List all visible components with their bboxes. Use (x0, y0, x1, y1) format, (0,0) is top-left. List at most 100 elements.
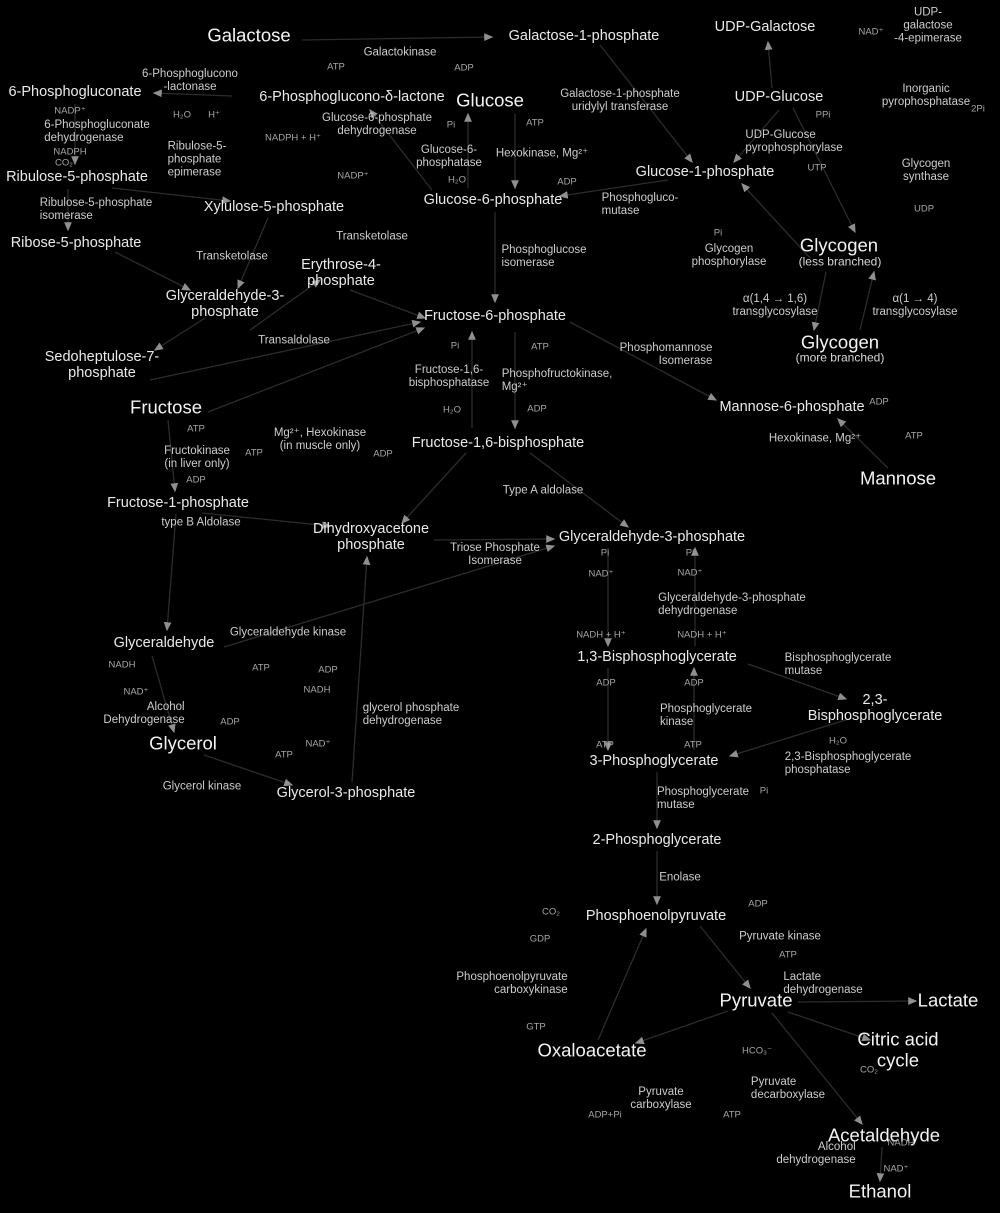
pathway-edge-33 (433, 535, 556, 543)
glycogen-synthase: Glycogen synthase (901, 158, 951, 183)
phosphomannose-isomerase: Phosphomannose Isomerase (619, 342, 713, 367)
xylulose-5-phosphate: Xylulose-5-phosphate (203, 198, 345, 215)
udp-galactose-4-epimerase: UDP-galactose -4-epimerase (894, 6, 962, 45)
h2o-g6phosphatase: H₂O (448, 174, 466, 186)
pathway-edge-46 (699, 925, 751, 990)
adp-hexokinase-glucose: ADP (557, 176, 577, 188)
glycogen-phosphorylase: Glycogen phosphorylase (691, 243, 767, 268)
pi-23bpg-phosphatase: Pi (759, 785, 769, 797)
phosphoglycerate-mutase: Phosphoglycerate mutase (656, 786, 750, 811)
pathway-edge-16 (249, 279, 322, 331)
adp-glycerol-kinase: ADP (220, 716, 240, 728)
ethanol: Ethanol (848, 1180, 912, 1202)
co2-pep-carboxykinase: CO₂ (542, 906, 560, 918)
glyceraldehyde: Glyceraldehyde (113, 634, 215, 651)
transaldolase: Transaldolase (258, 334, 330, 347)
adp-glyceraldehyde-kinase: ADP (318, 664, 338, 676)
phosphoenolpyruvate-carboxykinase: Phosphoenolpyruvate carboxykinase (456, 971, 568, 996)
pathway-edge-37 (351, 555, 371, 783)
h-plus-lactonase: H⁺ (208, 109, 220, 121)
nad-adh-glyceraldehyde: NAD⁺ (123, 686, 149, 698)
lactate-dehydrogenase: Lactate dehydrogenase (783, 971, 863, 996)
pyruvate-kinase: Pyruvate kinase (739, 930, 821, 943)
six-phosphoglucono-delta-lactone: 6-Phosphoglucono-δ-lactone (259, 88, 445, 105)
pathway-edge-35 (151, 655, 176, 734)
glyceraldehyde-3-phosphate-dehydrogenase: Glyceraldehyde-3-phosphate dehydrogenase (658, 592, 806, 617)
atp-fructokinase: ATP (187, 423, 205, 435)
ribose-5-phosphate: Ribose-5-phosphate (10, 234, 142, 251)
pathway-edge-28 (207, 327, 426, 413)
nadh-glycerol-p-dehydrogenase: NADH (303, 684, 331, 696)
adp-phosphofructokinase: ADP (527, 403, 547, 415)
glyceraldehyde-3-phosphate-ppp: Glyceraldehyde-3- phosphate (165, 287, 285, 320)
atp-pg-kinase-left: ATP (596, 739, 614, 751)
glycerol-phosphate-dehydrogenase: glycerol phosphate dehydrogenase (362, 702, 460, 727)
h2o-23bpg-phosphatase: H₂O (829, 735, 847, 747)
bisphosphoglycerate-mutase: Bisphosphoglycerate mutase (784, 652, 892, 677)
co2-6pg-dehydrogenase: CO₂ (55, 157, 73, 169)
adp-hexokinase-mannose: ADP (869, 396, 889, 408)
pathway-edge-27 (167, 419, 179, 493)
pi-g6phosphatase: Pi (446, 119, 456, 131)
phosphoglycerate-3: 3-Phosphoglycerate (589, 752, 719, 769)
citric-acid-cycle: Citric acid cycle (857, 1028, 939, 1070)
adp-hexokinase-muscle: ADP (373, 448, 393, 460)
type-b-aldolase: type B Aldolase (161, 516, 241, 529)
phosphoglucose-isomerase: Phosphoglucose isomerase (501, 244, 587, 269)
adp-galactokinase: ADP (454, 62, 474, 74)
pathway-edge-21 (569, 321, 718, 401)
glycogen-more-branched: Glycogen (800, 331, 880, 353)
nad-glycerol-p-dehydrogenase: NAD⁺ (305, 738, 331, 750)
pathway-edge-43 (728, 717, 853, 758)
fructokinase: Fructokinase (in liver only) (164, 445, 230, 470)
pathway-edge-49 (597, 927, 647, 1041)
galactokinase: Galactokinase (363, 46, 437, 59)
adp-fructokinase: ADP (186, 474, 206, 486)
glucose-6-phosphatase: Glucose-6- phosphatase (416, 144, 482, 169)
fructose-1-phosphate: Fructose-1-phosphate (107, 494, 249, 511)
nadh-gapdh-right: NADH + H⁺ (677, 629, 727, 641)
transglycosylase-1-4: α(1 → 4) transglycosylase (872, 293, 958, 318)
bisphosphoglycerate-23: 2,3-Bisphosphoglycerate (807, 691, 943, 724)
pathway-edge-13 (237, 217, 269, 290)
atp-hexokinase-glucose: ATP (526, 117, 544, 129)
glyceraldehyde-kinase: Glyceraldehyde kinase (229, 626, 347, 639)
gtp-pep-carboxykinase: GTP (526, 1021, 546, 1033)
phosphofructokinase: Phosphofructokinase, Mg²⁺ (501, 368, 613, 393)
type-a-aldolase: Type A aldolase (502, 484, 584, 497)
pathway-edge-24 (741, 183, 811, 259)
h2o-lactonase: H₂O (173, 109, 191, 121)
transketolase-upper: Transketolase (336, 230, 408, 243)
galactose-1-phosphate-uridylyl-transferase: Galactose-1-phosphate uridylyl transfera… (560, 88, 680, 113)
adp-pg-kinase-right: ADP (684, 677, 704, 689)
pathway-edge-26 (859, 270, 876, 331)
dihydroxyacetone-phosphate: Dihydroxyacetone phosphate (312, 520, 430, 553)
nad-adh-ethanol: NAD⁺ (883, 1163, 909, 1175)
acetaldehyde: Acetaldehyde (827, 1124, 941, 1146)
pi-glycogen-phosphorylase: Pi (713, 227, 723, 239)
nad-gapdh-left: NAD⁺ (588, 568, 614, 580)
pathway-edge-25 (811, 271, 827, 332)
ribulose-5-phosphate-isomerase: Ribulose-5-phosphate isomerase (39, 197, 153, 222)
glycerol-3-phosphate: Glycerol-3-phosphate (276, 784, 416, 801)
udp-galactose: UDP-Galactose (714, 18, 816, 35)
pyruvate: Pyruvate (719, 989, 793, 1011)
hexokinase-glucose: Hexokinase, Mg²⁺ (495, 147, 589, 160)
bisphosphoglycerate-13: 1,3-Bisphosphoglycerate (577, 648, 737, 665)
phosphoglucomutase: Phosphogluco- mutase (601, 192, 679, 217)
lactate: Lactate (917, 989, 979, 1011)
pathway-edge-48 (634, 1010, 729, 1045)
pathway-edge-29 (163, 513, 177, 632)
nad-gapdh-right: NAD⁺ (677, 567, 703, 579)
pi-gapdh-left: Pi (600, 547, 610, 559)
pathway-edge-15 (149, 319, 422, 381)
pathway-edge-36 (203, 754, 294, 787)
nadh-adh-glyceraldehyde: NADH (108, 659, 136, 671)
pathway-edge-32 (529, 452, 630, 528)
galactose-1-phosphate: Galactose-1-phosphate (508, 27, 660, 44)
gdp-pep-carboxykinase: GDP (529, 933, 551, 945)
pathway-edge-14 (153, 317, 206, 351)
transglycosylase-14-16: α(1,4 → 1,6) transglycosylase (732, 293, 818, 318)
atp-hexokinase-muscle: ATP (245, 447, 263, 459)
